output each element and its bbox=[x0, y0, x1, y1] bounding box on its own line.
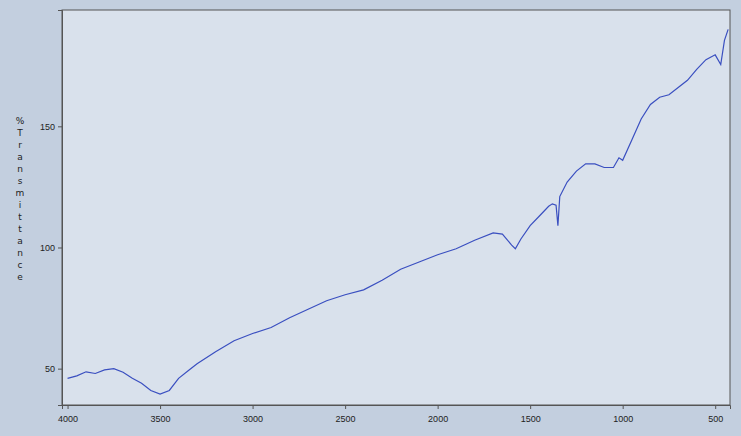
y-tick-label: 50 bbox=[45, 364, 55, 374]
x-tick-label: 1500 bbox=[521, 414, 541, 424]
y-tick-label: 100 bbox=[40, 243, 55, 253]
x-tick: 4000 bbox=[58, 405, 78, 424]
x-tick-label: 3000 bbox=[243, 414, 263, 424]
y-tick-mark bbox=[58, 369, 62, 370]
x-tick-mark bbox=[68, 405, 69, 409]
y-axis-line bbox=[58, 11, 63, 406]
x-tick-mark bbox=[623, 405, 624, 409]
x-tick-mark bbox=[160, 405, 161, 409]
x-tick: 2500 bbox=[336, 405, 356, 424]
x-tick-label: 4000 bbox=[58, 414, 78, 424]
x-tick: 500 bbox=[708, 405, 723, 424]
x-tick-mark bbox=[715, 405, 716, 409]
x-tick: 3000 bbox=[243, 405, 263, 424]
plot: 4000 3500 3000 2500 2000 1500 1000 500 50 100 150 bbox=[40, 10, 731, 424]
x-tick-label: 2000 bbox=[428, 414, 448, 424]
x-tick-mark bbox=[345, 405, 346, 409]
y-tick-label: 150 bbox=[40, 122, 55, 132]
x-tick: 2000 bbox=[428, 405, 448, 424]
x-axis-line bbox=[63, 406, 731, 410]
y-tick: 100 bbox=[40, 243, 62, 253]
y-tick: 50 bbox=[45, 364, 62, 374]
spectrum-line bbox=[68, 29, 729, 394]
x-tick-mark bbox=[438, 405, 439, 409]
y-tick-mark bbox=[58, 126, 62, 127]
x-tick-mark bbox=[253, 405, 254, 409]
marks bbox=[68, 29, 729, 394]
plot-frame bbox=[62, 10, 730, 405]
x-tick-label: 500 bbox=[708, 414, 723, 424]
x-tick-label: 3500 bbox=[151, 414, 171, 424]
x-tick-label: 2500 bbox=[336, 414, 356, 424]
x-tick-mark bbox=[530, 405, 531, 409]
y-axis: 50 100 150 bbox=[40, 11, 63, 406]
x-tick-label: 1000 bbox=[613, 414, 633, 424]
y-tick: 150 bbox=[40, 122, 62, 132]
y-axis-title: %Transmittance bbox=[16, 116, 25, 282]
y-tick-mark bbox=[58, 247, 62, 248]
x-axis: 4000 3500 3000 2500 2000 1500 1000 500 bbox=[58, 405, 730, 424]
x-tick: 1500 bbox=[521, 405, 541, 424]
chart: 4000 3500 3000 2500 2000 1500 1000 500 50 100 150%… bbox=[0, 0, 741, 436]
x-tick: 1000 bbox=[613, 405, 633, 424]
x-tick: 3500 bbox=[151, 405, 171, 424]
